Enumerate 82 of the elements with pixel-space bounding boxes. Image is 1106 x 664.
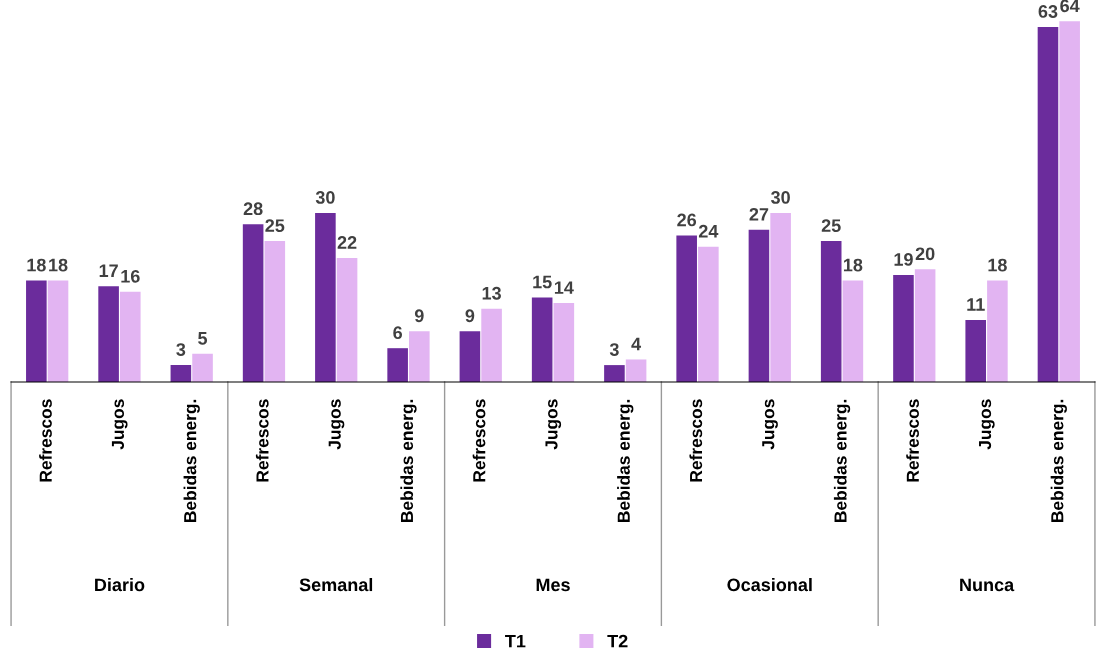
bar (893, 274, 914, 382)
bar (315, 212, 336, 382)
x-tick-label: Bebidas energ. (183, 399, 200, 522)
data-label: 25 (821, 219, 841, 232)
bar (604, 365, 625, 382)
legend-label: T2 (607, 634, 628, 648)
data-label: 30 (770, 191, 790, 204)
bar (336, 258, 358, 382)
data-label: 3 (609, 343, 619, 356)
bar (1037, 26, 1059, 382)
x-tick-label: Refrescos (906, 399, 919, 482)
bar (965, 320, 987, 382)
data-label: 63 (1038, 5, 1058, 18)
text: Mes (536, 578, 570, 592)
data-label: 24 (698, 224, 719, 238)
data-label: 5 (198, 332, 208, 345)
data-label: 26 (677, 213, 697, 227)
bar (192, 353, 213, 382)
text: Nunca (960, 578, 1015, 592)
x-tick-label: Bebidas energ. (400, 399, 417, 522)
bar (26, 280, 47, 382)
bar (1059, 21, 1080, 382)
data-label: 16 (121, 269, 140, 283)
data-label: 3 (176, 343, 186, 356)
data-label: 15 (533, 275, 552, 289)
bar (264, 241, 286, 382)
bar (820, 241, 842, 382)
bar (170, 365, 192, 382)
bar (676, 235, 697, 382)
bar (842, 280, 864, 382)
text: Semanal (299, 577, 373, 592)
text: Diario (95, 577, 145, 592)
x-tick-label: Refrescos (472, 399, 486, 482)
x-tick-label: Jugos (545, 399, 562, 450)
x-tick-label: Jugos (762, 399, 778, 450)
data-label: 30 (315, 191, 335, 204)
bar (119, 291, 141, 382)
data-label: 20 (915, 247, 935, 261)
bar (98, 286, 119, 382)
data-label: 14 (554, 281, 574, 294)
bar (387, 348, 408, 382)
bar (459, 331, 481, 382)
data-label: 22 (337, 236, 357, 249)
x-tick-label: Jugos (979, 399, 995, 450)
x-tick-label: Jugos (111, 399, 128, 450)
x-tick-label: Bebidas energ. (617, 399, 634, 522)
bar (47, 280, 69, 382)
data-label: 6 (393, 326, 403, 340)
bar (770, 212, 791, 382)
data-label: 19 (894, 253, 913, 266)
bar (748, 229, 770, 382)
x-tick-label: Jugos (328, 399, 345, 450)
data-label: 9 (414, 309, 424, 323)
x-tick-label: Refrescos (689, 399, 703, 482)
data-label: 18 (49, 258, 68, 272)
x-tick-label: Bebidas energ. (833, 399, 851, 522)
data-label: 18 (27, 258, 46, 272)
data-label: 4 (631, 337, 642, 351)
data-label: 27 (749, 207, 769, 221)
data-label: 18 (843, 258, 863, 272)
bar (987, 280, 1008, 382)
bar (242, 224, 264, 382)
x-tick-label: Refrescos (39, 399, 52, 482)
bar (409, 331, 430, 382)
x-tick-label: Bebidas energ. (1050, 399, 1067, 522)
data-label: 13 (482, 286, 501, 300)
bar (553, 303, 575, 382)
data-label: 64 (1060, 0, 1080, 13)
text: Ocasional (727, 577, 812, 592)
data-label: 28 (243, 202, 263, 216)
bar (914, 269, 936, 382)
data-label: 18 (988, 258, 1007, 272)
bar (531, 297, 553, 382)
legend-label: T1 (505, 634, 526, 648)
bar (481, 308, 502, 382)
data-label: 17 (99, 264, 118, 277)
bar (625, 359, 647, 382)
x-tick-label: Refrescos (255, 399, 269, 482)
bar (698, 246, 719, 382)
data-label: 25 (265, 219, 285, 232)
data-label: 9 (465, 309, 475, 323)
data-label: 11 (967, 298, 985, 311)
